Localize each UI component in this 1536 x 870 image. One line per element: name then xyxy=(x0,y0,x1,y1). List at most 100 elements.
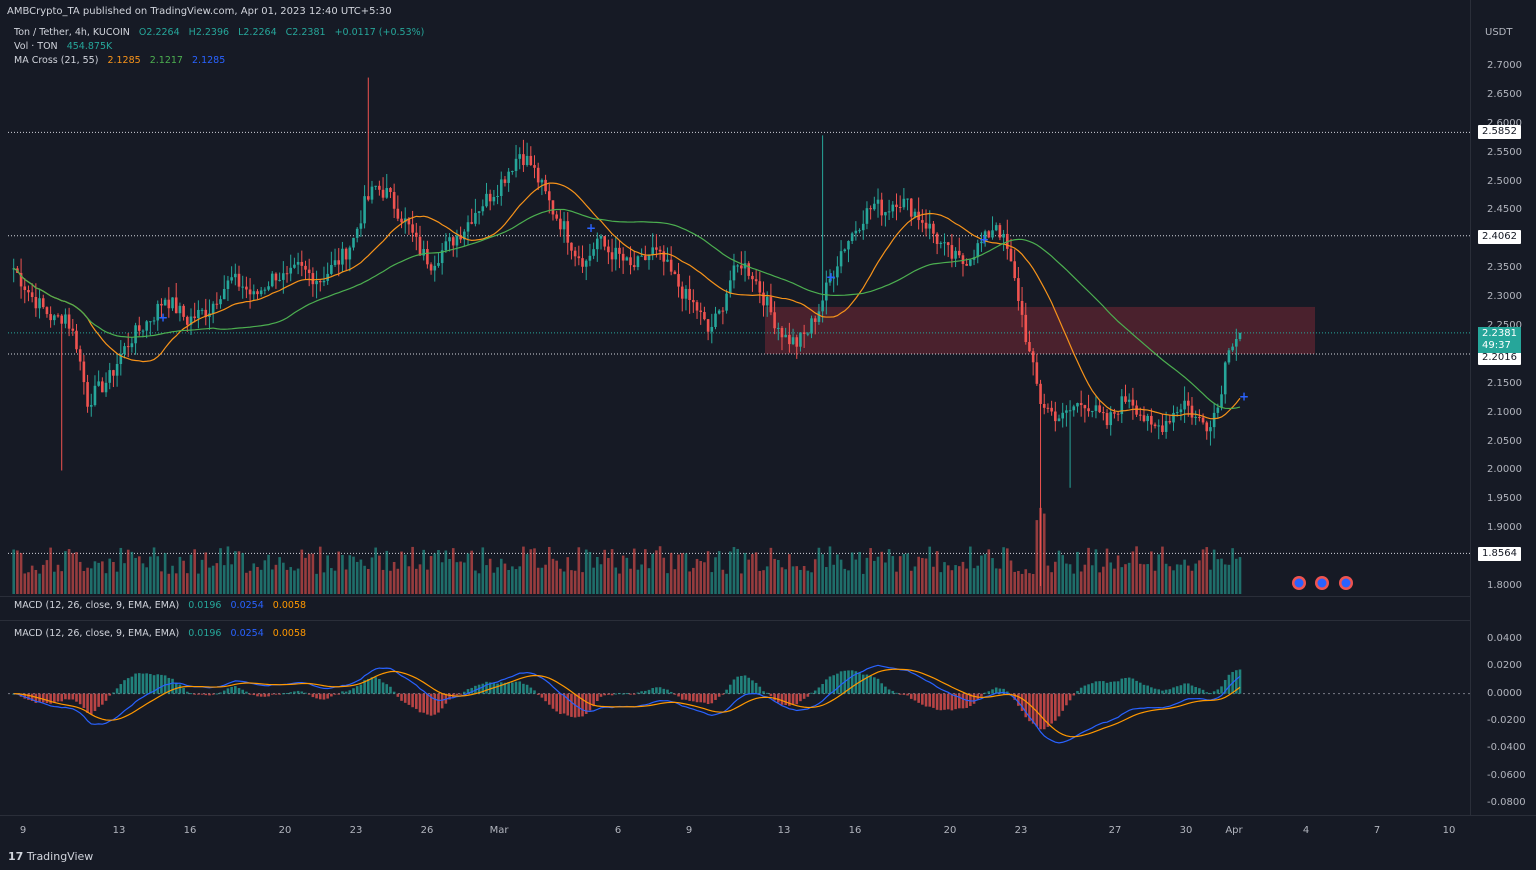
macd-histogram-bar xyxy=(1024,693,1028,718)
macd-histogram-bar xyxy=(765,692,769,694)
candle-body xyxy=(570,242,573,251)
macd-histogram-bar xyxy=(440,693,444,709)
volume-bar xyxy=(850,552,854,594)
candle-body xyxy=(684,288,688,299)
candle-body xyxy=(174,297,178,314)
volume-bar xyxy=(137,556,141,594)
candle-body xyxy=(97,381,100,386)
candle-body xyxy=(355,228,359,238)
candle-body xyxy=(629,257,632,266)
macd-histogram-bar xyxy=(67,693,71,700)
price-tick: 1.9500 xyxy=(1487,493,1522,505)
candle-body xyxy=(282,273,285,280)
macd-histogram-bar xyxy=(1146,685,1149,694)
macd-histogram-bar xyxy=(943,693,946,710)
macd-histogram-bar xyxy=(352,688,355,694)
macd-histogram-bar xyxy=(1216,689,1220,694)
candle-body xyxy=(632,265,636,268)
candle-body xyxy=(1164,421,1168,432)
volume-bar xyxy=(1238,557,1242,594)
candle-body xyxy=(728,280,732,294)
macd-histogram-bar xyxy=(666,689,669,694)
candle-body xyxy=(245,286,248,290)
volume-bar xyxy=(392,561,396,594)
candle-body xyxy=(123,346,126,355)
pane-separator-1[interactable] xyxy=(0,596,1470,597)
macd-histogram-bar xyxy=(1238,669,1242,694)
candle-body xyxy=(337,260,341,265)
volume-legend: Vol · TON 454.875K xyxy=(14,41,118,52)
macd-histogram-bar xyxy=(788,693,791,706)
volume-bar xyxy=(695,558,699,594)
macd-histogram-bar xyxy=(924,693,928,707)
macd-histogram-bar xyxy=(215,693,219,695)
volume-bar xyxy=(411,546,414,594)
volume-bar xyxy=(1179,564,1183,594)
macd-histogram-bar xyxy=(784,693,787,706)
macd-histogram-bar xyxy=(688,693,691,701)
candle-body xyxy=(366,196,370,200)
tradingview-logo[interactable]: 17 TradingView xyxy=(8,850,93,863)
candle-body xyxy=(167,299,171,309)
macd-histogram-bar xyxy=(728,684,732,694)
volume-bar xyxy=(1205,547,1209,594)
macd-histogram-bar xyxy=(850,670,854,694)
candle-body xyxy=(56,315,60,317)
volume-bar xyxy=(289,567,293,594)
candle-body xyxy=(717,310,721,314)
volume-bar xyxy=(318,546,322,594)
macd-histogram-bar xyxy=(108,693,112,696)
candle-body xyxy=(869,208,872,210)
macd-histogram-bar xyxy=(599,693,603,697)
candle-body xyxy=(736,265,739,267)
candle-body xyxy=(906,198,909,200)
macd-tick: -0.0200 xyxy=(1487,715,1526,726)
macd-histogram-bar xyxy=(1183,683,1186,694)
volume-bar xyxy=(758,570,762,594)
volume-bar xyxy=(570,570,573,594)
volume-bar xyxy=(703,562,706,594)
macd-histogram-bar xyxy=(1209,693,1212,695)
volume-bar xyxy=(547,546,551,594)
volume-bar xyxy=(167,573,171,594)
volume-bar xyxy=(1150,551,1153,594)
macd-histogram-bar xyxy=(333,693,337,695)
macd-histogram-bar xyxy=(86,693,89,713)
volume-bar xyxy=(178,556,182,594)
macd2-v3: 0.0058 xyxy=(272,628,307,639)
candle-body xyxy=(980,241,983,244)
volume-bar xyxy=(721,569,725,594)
volume-bar xyxy=(869,548,872,594)
volume-bar xyxy=(1079,571,1083,594)
volume-bar xyxy=(278,557,281,594)
volume-bar xyxy=(939,572,943,594)
macd-histogram-bar xyxy=(466,689,470,694)
macd-histogram-bar xyxy=(167,677,171,694)
candle-body xyxy=(581,258,584,267)
macd-histogram-bar xyxy=(126,678,130,694)
candle-body xyxy=(1116,413,1120,415)
macd-histogram-bar xyxy=(134,673,137,694)
candle-body xyxy=(754,279,758,282)
volume-bar xyxy=(1168,566,1172,594)
candle-body xyxy=(45,307,49,315)
volume-bar xyxy=(843,568,847,594)
candle-body xyxy=(1190,405,1194,418)
volume-bar xyxy=(134,557,137,594)
volume-bar xyxy=(226,546,230,594)
candle-body xyxy=(289,267,293,274)
pane-separator-2[interactable] xyxy=(0,620,1470,621)
candle-body xyxy=(1168,421,1172,423)
macd-histogram-bar xyxy=(245,691,248,694)
macd-histogram-bar xyxy=(1190,685,1194,694)
macd-histogram-bar xyxy=(529,687,533,694)
volume-bar xyxy=(873,560,876,594)
volume-bar xyxy=(669,552,673,594)
volume-bar xyxy=(104,573,108,594)
macd-histogram-bar xyxy=(518,681,522,694)
candle-body xyxy=(1079,403,1083,406)
macd-histogram-bar xyxy=(514,681,518,694)
macd-histogram-bar xyxy=(721,693,725,695)
volume-bar xyxy=(348,555,352,594)
